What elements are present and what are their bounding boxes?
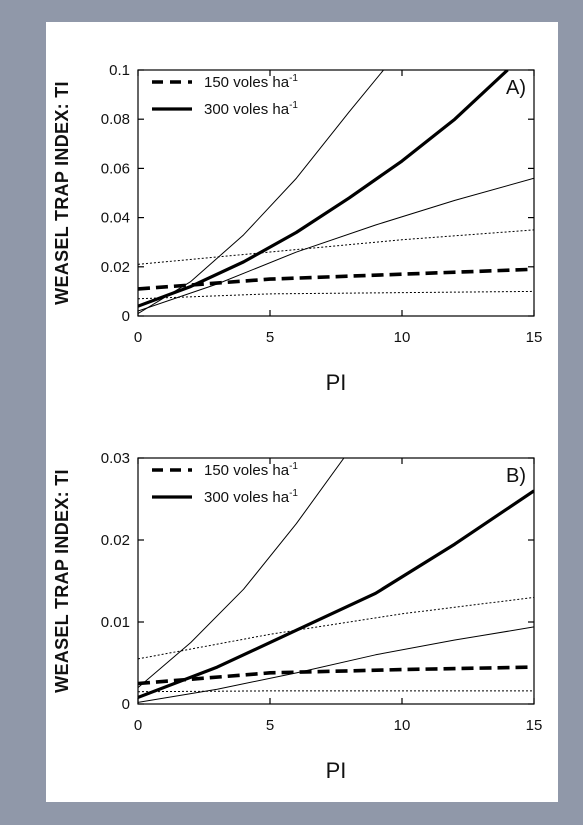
panel-label: B) (506, 465, 526, 487)
y-tick-label: 0 (122, 308, 130, 325)
panel-label: A) (506, 77, 526, 99)
legend-label-superscript: -1 (289, 100, 298, 111)
x-axis-label: PI (326, 758, 347, 783)
legend-label-superscript: -1 (289, 488, 298, 499)
chart-panel-0: 0 0.02 0.04 0.06 0.08 0.1 0 5 10 15 PI WEASEL TRAP … (52, 62, 542, 395)
series-group (138, 458, 534, 703)
series-line-solid-thin (138, 70, 384, 314)
series-line-dotted-thin (138, 690, 534, 693)
x-tick-label: 15 (526, 717, 543, 734)
y-tick-label: 0.06 (101, 160, 130, 177)
y-tick-label: 0.08 (101, 111, 130, 128)
legend-label: 150 voles ha-1 (204, 461, 298, 479)
y-tick-label: 0.02 (101, 532, 130, 549)
y-tick-label: 0.1 (109, 62, 130, 79)
series-line-solid-bold (138, 489, 534, 699)
y-tick-label: 0.02 (101, 259, 130, 276)
x-tick-label: 5 (266, 717, 274, 734)
y-tick-label: 0.03 (101, 450, 130, 467)
legend-label-text: 300 voles ha (204, 101, 290, 118)
legend-label-text: 150 voles ha (204, 462, 290, 479)
series-line-dotted-thin (138, 290, 534, 300)
legend-label-superscript: -1 (289, 73, 298, 84)
x-axis-label: PI (326, 370, 347, 395)
plot-frame (137, 69, 535, 317)
series-line-dotted-thin (138, 229, 534, 265)
series-line-dashed-bold (138, 267, 534, 291)
legend-label: 300 voles ha-1 (204, 488, 298, 506)
series-line-solid-thin (138, 626, 534, 703)
series-line-dashed-bold (138, 665, 534, 686)
series-line-solid-thin (138, 177, 534, 312)
x-tick-label: 15 (526, 329, 543, 346)
y-axis-label: WEASEL TRAP INDEX: TI (52, 81, 72, 305)
y-tick-label: 0 (122, 696, 130, 713)
x-tick-label: 0 (134, 329, 142, 346)
series-group (138, 70, 534, 314)
legend-label-text: 300 voles ha (204, 489, 290, 506)
y-axis-label: WEASEL TRAP INDEX: TI (52, 469, 72, 693)
legend-label: 150 voles ha-1 (204, 73, 298, 91)
y-tick-label: 0.04 (101, 210, 130, 227)
chart-canvas: 0 0.02 0.04 0.06 0.08 0.1 0 5 10 15 PI WEASEL TRAP … (52, 62, 542, 783)
legend-label: 300 voles ha-1 (204, 100, 298, 118)
figure-panel: 0 0.02 0.04 0.06 0.08 0.1 0 5 10 15 PI WEASEL TRAP … (46, 22, 558, 802)
series-line-solid-thin (138, 458, 345, 688)
x-tick-label: 5 (266, 329, 274, 346)
plot-frame (137, 457, 535, 705)
series-line-solid-bold (138, 70, 509, 308)
legend-label-superscript: -1 (289, 461, 298, 472)
x-tick-label: 0 (134, 717, 142, 734)
series-line-dotted-thin (138, 596, 534, 660)
y-tick-label: 0.01 (101, 614, 130, 631)
chart-panel-1: 0 0.01 0.02 0.03 0 5 10 15 PI WEASEL TRAP INDEX: … (52, 450, 542, 783)
legend-label-text: 150 voles ha (204, 74, 290, 91)
x-tick-label: 10 (394, 717, 411, 734)
x-tick-label: 10 (394, 329, 411, 346)
